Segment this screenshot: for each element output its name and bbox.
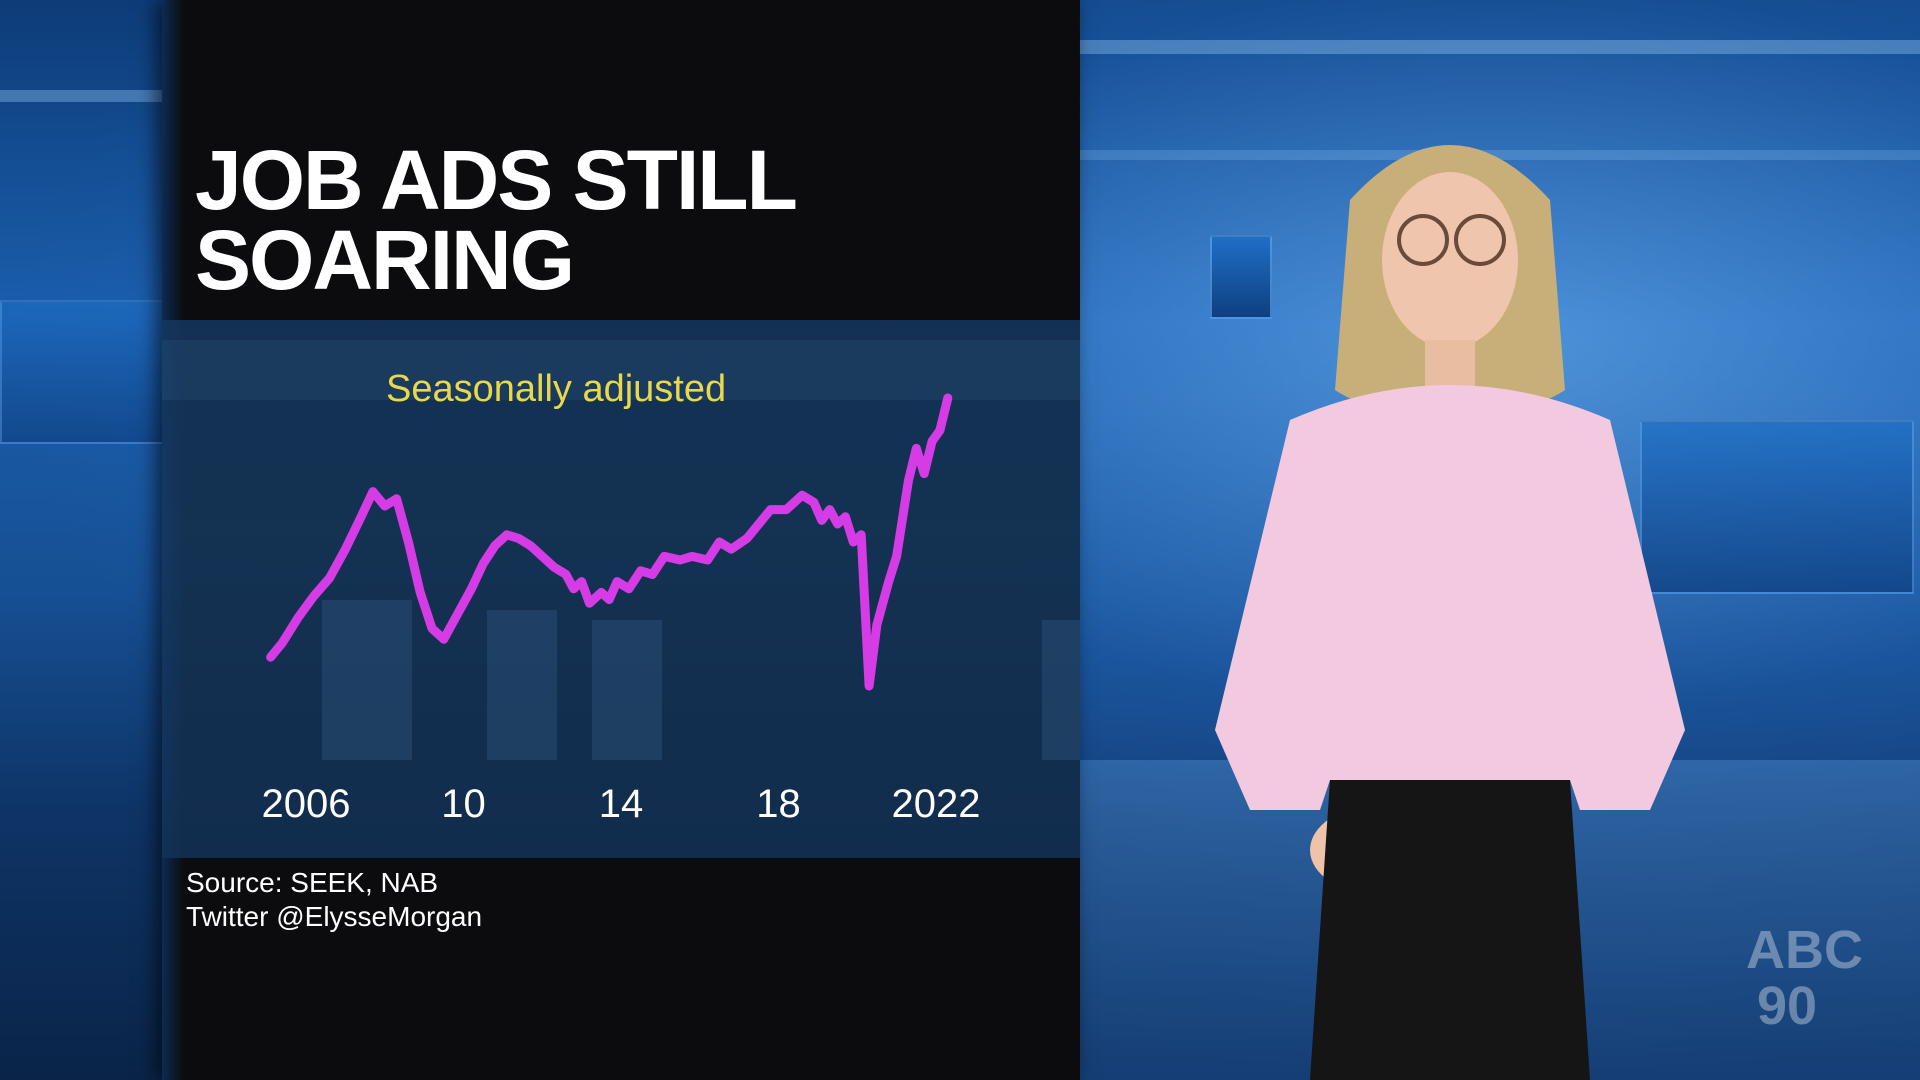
- chart-title-line: JOB ADS STILL: [195, 133, 798, 227]
- presenter-trousers: [1310, 780, 1590, 1080]
- background-monitor: [322, 600, 412, 760]
- presenter: [1215, 145, 1685, 1080]
- glasses-icon: [1397, 214, 1449, 266]
- source-line: Source: SEEK, NAB: [186, 867, 439, 898]
- background-monitor: [592, 620, 662, 760]
- studio-screen: [0, 300, 166, 444]
- x-tick-label: 2022: [891, 782, 981, 826]
- presenter-shirt: [1215, 385, 1685, 810]
- logo-line: 90: [1756, 976, 1818, 1036]
- x-tick-label: 18: [756, 782, 801, 826]
- channel-logo: ABC 90: [1746, 920, 1863, 1042]
- studio-screen: [1210, 235, 1272, 319]
- twitter-handle: Twitter @ElysseMorgan: [186, 901, 483, 932]
- x-tick-label: 2006: [261, 782, 351, 826]
- background-monitor: [1042, 620, 1080, 760]
- x-tick-label: 10: [441, 782, 486, 826]
- studio-light-band: [1080, 40, 1920, 54]
- chart-title: JOB ADS STILL SOARING: [195, 133, 995, 307]
- source-note: Source: SEEK, NAB Twitter @ElysseMorgan: [186, 866, 482, 934]
- presenter-face: [1382, 172, 1518, 348]
- chart-subtitle: Seasonally adjusted: [386, 368, 727, 410]
- studio-light-band: [1080, 150, 1920, 160]
- chart-title-line: SOARING: [195, 213, 575, 307]
- logo-line: ABC: [1746, 920, 1863, 980]
- x-tick-label: 14: [598, 782, 644, 826]
- background-ticker-strip: [162, 340, 1080, 400]
- background-monitor: [487, 610, 557, 760]
- studio-light-band: [0, 90, 162, 102]
- studio-screen: [1640, 420, 1914, 594]
